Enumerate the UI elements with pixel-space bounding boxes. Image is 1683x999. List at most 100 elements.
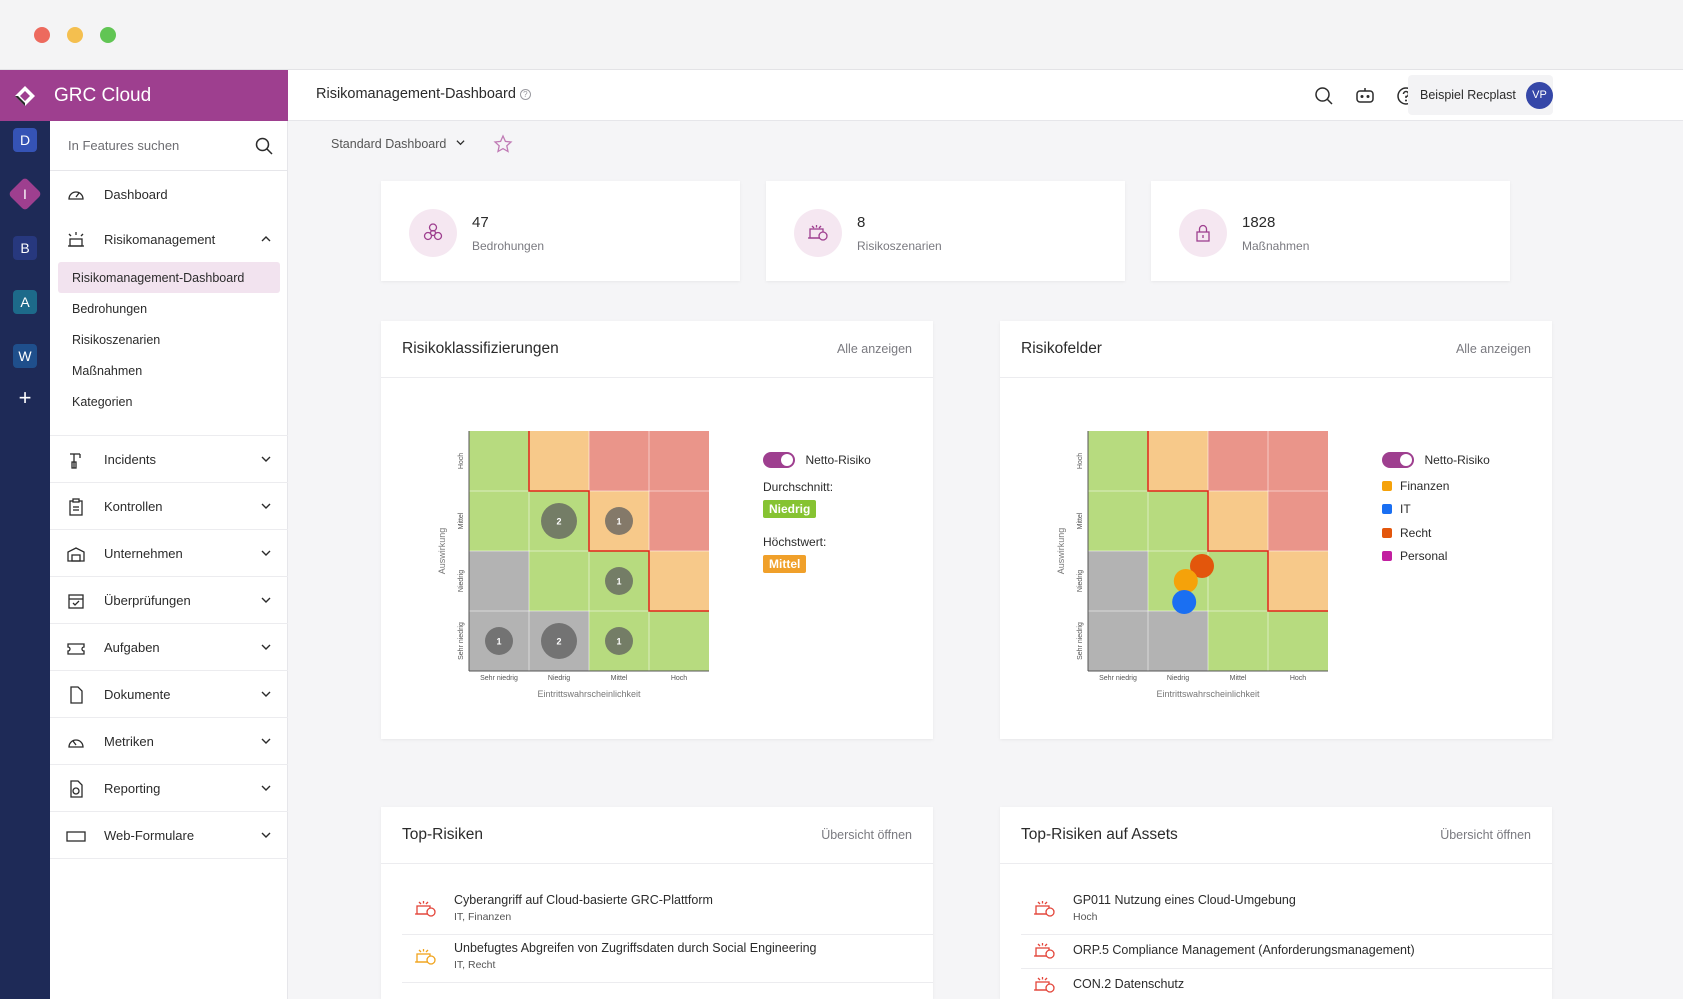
sidebar-item-dokumente[interactable]: Dokumente xyxy=(50,671,288,718)
close-window-button[interactable] xyxy=(34,27,50,43)
risk-bubble xyxy=(541,623,577,659)
matrix-cell xyxy=(649,431,709,491)
sidebar-item-label: Unternehmen xyxy=(104,545,183,561)
search-icon[interactable] xyxy=(1313,85,1335,107)
search-icon[interactable] xyxy=(254,136,274,156)
sidebar-item-unternehmen[interactable]: Unternehmen xyxy=(50,530,288,577)
net-risk-toggle[interactable] xyxy=(1382,451,1414,468)
sidebar-item-metriken[interactable]: Metriken xyxy=(50,718,288,765)
sidebar-subitem-measures[interactable]: Maßnahmen xyxy=(58,355,280,386)
y-tick-label: Niedrig xyxy=(1077,570,1084,592)
workspace-rail: D I B A W + xyxy=(0,70,50,999)
user-menu[interactable]: Beispiel Recplast VP xyxy=(1408,75,1553,115)
matrix-cell xyxy=(1148,491,1208,551)
sidebar-item-kontrollen[interactable]: Kontrollen xyxy=(50,483,288,530)
robot-icon[interactable] xyxy=(1354,85,1376,107)
list-item[interactable]: GP011 Nutzung eines Cloud-Umgebung Hoch xyxy=(1021,887,1552,935)
app-logo-icon[interactable] xyxy=(0,70,50,121)
help-hint-icon[interactable]: ? xyxy=(519,89,531,100)
matrix-cell xyxy=(469,491,529,551)
legend-label: Personal xyxy=(1400,549,1448,564)
sidebar-item-aufgaben[interactable]: Aufgaben xyxy=(50,624,288,671)
favorite-star-icon[interactable] xyxy=(493,134,513,154)
y-tick-label: Niedrig xyxy=(458,570,465,592)
stat-card-threats[interactable]: 47 Bedrohungen xyxy=(381,181,740,281)
avatar[interactable]: VP xyxy=(1526,82,1553,109)
stat-card-scenarios[interactable]: 8 Risikoszenarien xyxy=(766,181,1125,281)
panel-top-risks: Top-Risiken Übersicht öffnen Cyberangrif… xyxy=(381,807,933,999)
list-item[interactable]: Cyberangriff auf Cloud-basierte GRC-Plat… xyxy=(402,887,933,935)
show-all-link[interactable]: Alle anzeigen xyxy=(1455,342,1531,356)
matrix-cell xyxy=(1268,491,1328,551)
open-overview-link[interactable]: Übersicht öffnen xyxy=(1440,828,1531,842)
matrix-cell xyxy=(1088,431,1148,491)
risk-classification-matrix: Hoch Mittel Niedrig Sehr niedrig Sehr niedri… xyxy=(437,431,709,699)
sidebar-subitem-risk-dashboard[interactable]: Risikomanagement-Dashboard xyxy=(58,262,280,293)
matrix-cell xyxy=(1208,611,1268,671)
main-content: Standard Dashboard 47 Bedrohungen 8 Risi… xyxy=(288,121,1683,999)
stat-card-measures[interactable]: 1828 Maßnahmen xyxy=(1151,181,1510,281)
maximize-window-button[interactable] xyxy=(100,27,116,43)
sidebar-item-dashboard[interactable]: Dashboard xyxy=(50,171,288,218)
risk-title: GP011 Nutzung eines Cloud-Umgebung xyxy=(1073,893,1296,907)
net-risk-toggle-row[interactable]: Netto-Risiko xyxy=(763,451,871,469)
rail-item-a[interactable]: A xyxy=(13,290,37,314)
list-item[interactable]: CON.2 Datenschutz xyxy=(1021,969,1552,999)
chevron-down-icon[interactable] xyxy=(260,500,272,512)
add-workspace-button[interactable]: + xyxy=(18,385,32,410)
x-tick-label: Niedrig xyxy=(548,675,570,682)
rail-item-i[interactable]: I xyxy=(8,177,42,211)
chevron-up-icon[interactable] xyxy=(260,233,272,245)
risk-categories: IT, Finanzen xyxy=(454,911,512,923)
chevron-down-icon xyxy=(456,140,465,146)
sidebar-item-label: Dokumente xyxy=(104,686,171,702)
chevron-down-icon[interactable] xyxy=(260,735,272,747)
list-item[interactable]: ORP.5 Compliance Management (Anforderung… xyxy=(1021,935,1552,969)
risk-scenario-icon xyxy=(1034,901,1055,917)
feature-search[interactable]: In Features suchen xyxy=(50,121,288,171)
minimize-window-button[interactable] xyxy=(67,27,83,43)
sidebar-item-risikomanagement[interactable]: Risikomanagement xyxy=(50,216,288,263)
sidebar-subitem-scenarios[interactable]: Risikoszenarien xyxy=(58,324,280,355)
incident-icon xyxy=(70,453,81,469)
chevron-down-icon[interactable] xyxy=(260,594,272,606)
rail-item-d[interactable]: D xyxy=(13,128,37,152)
y-axis-label: Auswirkung xyxy=(437,528,447,575)
chevron-down-icon[interactable] xyxy=(260,453,272,465)
open-overview-link[interactable]: Übersicht öffnen xyxy=(821,828,912,842)
risk-title: ORP.5 Compliance Management (Anforderung… xyxy=(1073,943,1415,957)
chevron-down-icon[interactable] xyxy=(260,782,272,794)
net-risk-toggle-row[interactable]: Netto-Risiko xyxy=(1382,451,1490,469)
rail-item-w[interactable]: W xyxy=(13,344,37,368)
sidebar-item-web-formulare[interactable]: Web-Formulare xyxy=(50,812,288,859)
show-all-link[interactable]: Alle anzeigen xyxy=(836,342,912,356)
chevron-down-icon[interactable] xyxy=(260,641,272,653)
chevron-down-icon[interactable] xyxy=(260,829,272,841)
gauge-icon xyxy=(68,191,84,200)
app-name-label: GRC Cloud xyxy=(54,84,152,106)
risk-bubble-count: 1 xyxy=(616,577,621,587)
sidebar-item-label: Web-Formulare xyxy=(104,827,195,843)
rail-item-b[interactable]: B xyxy=(13,236,37,260)
sidebar-subitem-threats[interactable]: Bedrohungen xyxy=(58,293,280,324)
sidebar-subitem-categories[interactable]: Kategorien xyxy=(58,386,280,417)
x-tick-label: Mittel xyxy=(1230,675,1247,682)
chevron-down-icon[interactable] xyxy=(260,688,272,700)
chevron-down-icon[interactable] xyxy=(260,547,272,559)
dashboard-select[interactable]: Standard Dashboard xyxy=(331,137,465,151)
risk-bubble xyxy=(485,627,513,655)
sidebar-item-reporting[interactable]: Reporting xyxy=(50,765,288,812)
gauge-icon xyxy=(68,739,84,748)
matrix-cell xyxy=(1088,611,1148,671)
risk-fields-matrix: Hoch Mittel Niedrig Sehr niedrig Sehr niedri… xyxy=(1056,431,1328,699)
building-icon xyxy=(67,547,85,562)
sidebar-item-incidents[interactable]: Incidents xyxy=(50,436,288,483)
net-risk-toggle[interactable] xyxy=(763,451,795,468)
sidebar-item-ueberpruefungen[interactable]: Überprüfungen xyxy=(50,577,288,624)
matrix-cell xyxy=(1088,491,1148,551)
legend-label: Finanzen xyxy=(1400,478,1450,493)
subitem-label: Risikoszenarien xyxy=(72,332,161,347)
panel-header: Risikofelder Alle anzeigen xyxy=(1000,321,1552,378)
list-item[interactable]: Unbefugtes Abgreifen von Zugriffsdaten d… xyxy=(402,935,933,983)
matrix-cell xyxy=(1088,551,1148,611)
